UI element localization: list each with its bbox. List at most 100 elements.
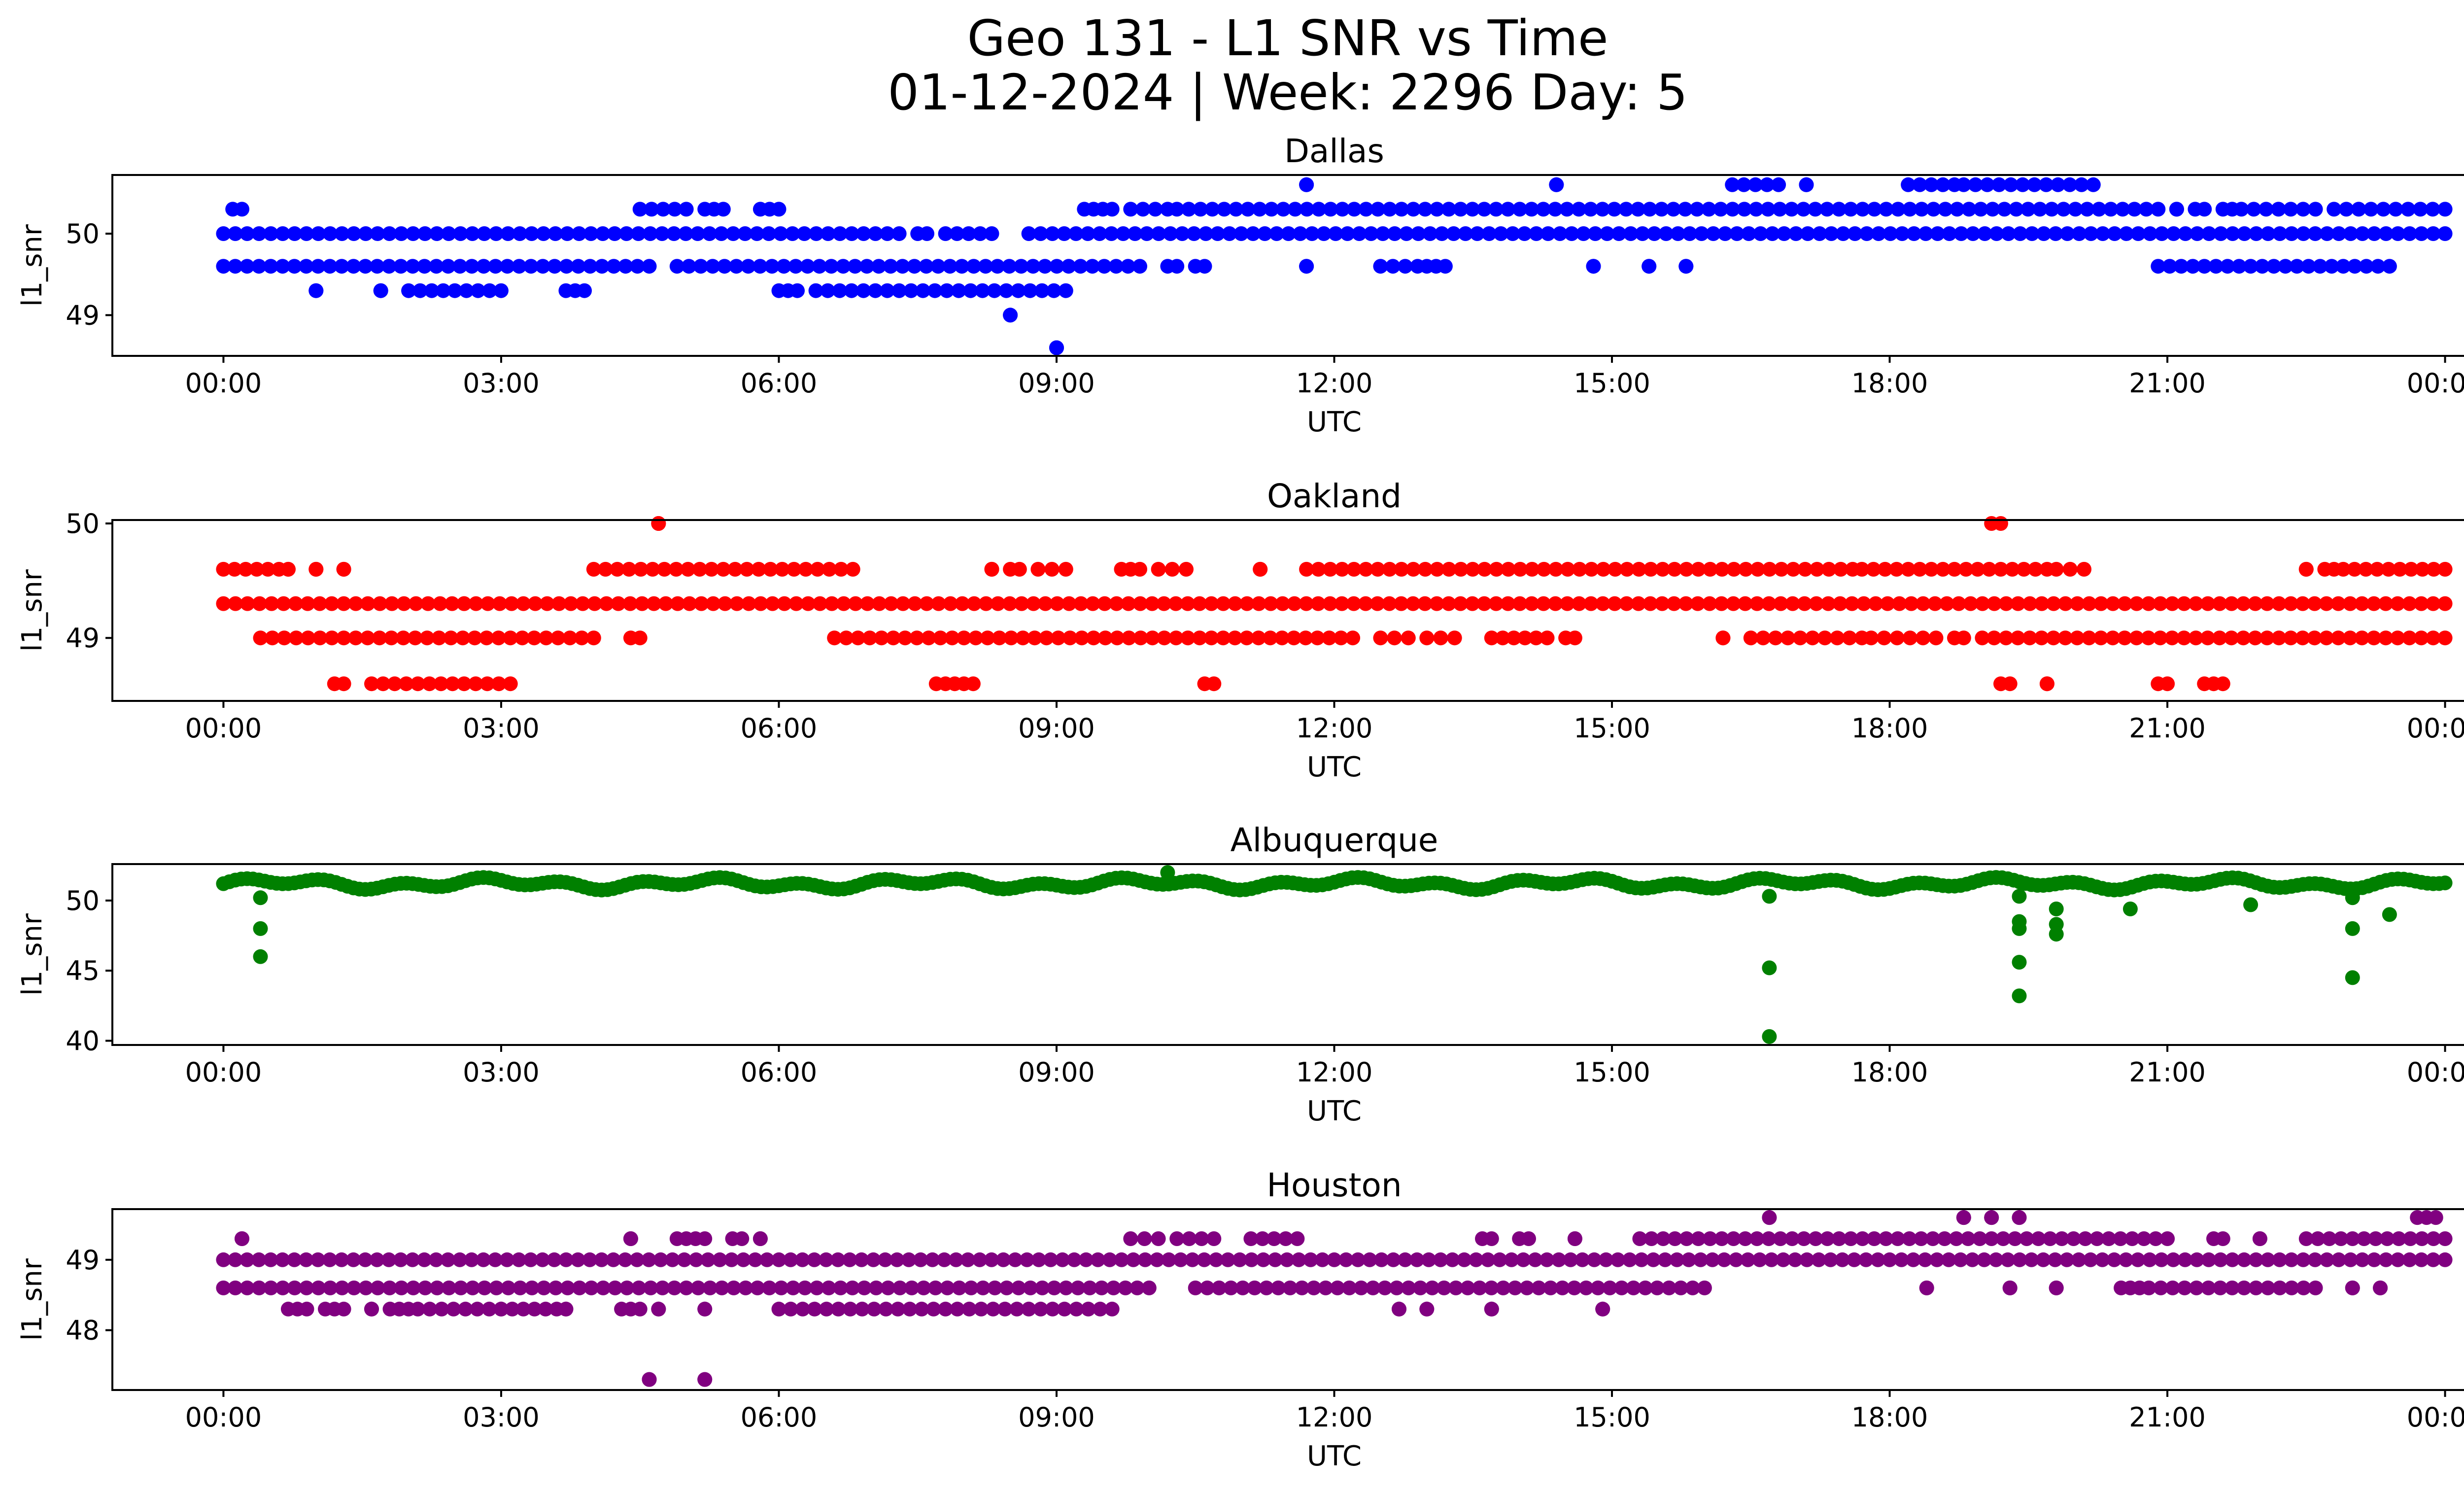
data-point [1975, 596, 1990, 611]
data-point [2009, 202, 2024, 217]
data-point [2213, 1252, 2228, 1267]
data-point [1335, 596, 1349, 611]
data-point [741, 596, 756, 611]
data-point [1484, 1301, 1499, 1317]
data-point [2142, 226, 2157, 241]
data-point [618, 259, 633, 274]
data-point [2101, 1231, 2117, 1246]
data-point [1551, 1252, 1567, 1267]
data-point [2082, 630, 2097, 646]
y-tick-label: 45 [66, 955, 100, 986]
data-point [1098, 630, 1113, 646]
data-point [1904, 596, 1919, 611]
data-point [1081, 1301, 1096, 1317]
data-point [1697, 1280, 1712, 1295]
data-point [516, 1301, 531, 1317]
data-point [2333, 1231, 2349, 1246]
data-point [336, 630, 351, 646]
data-point [1590, 1280, 1606, 1295]
data-point [479, 676, 495, 692]
data-point [396, 630, 411, 646]
data-point [1354, 1280, 1369, 1295]
data-point [2402, 226, 2417, 241]
data-point [1982, 561, 1997, 577]
data-point [1014, 596, 1029, 611]
data-point [1447, 630, 1462, 646]
data-point [1121, 596, 1136, 611]
data-point [429, 1280, 445, 1295]
data-point [1421, 1252, 1437, 1267]
data-point [372, 630, 387, 646]
data-point [1263, 630, 1278, 646]
data-point [1220, 1252, 1235, 1267]
data-point [670, 596, 685, 611]
data-point [1228, 596, 1243, 611]
x-tick-label: 00:00 [2407, 368, 2464, 399]
data-point [679, 1280, 694, 1295]
data-point [1026, 259, 1041, 274]
data-point [968, 630, 983, 646]
data-point [310, 226, 326, 241]
data-point [868, 283, 883, 298]
data-point [263, 1252, 278, 1267]
data-point [1728, 1252, 1744, 1267]
data-point [399, 676, 414, 692]
data-point [1175, 226, 1190, 241]
data-point [1102, 1252, 1117, 1267]
data-point [1961, 202, 1977, 217]
data-point [312, 596, 327, 611]
data-point [2024, 226, 2040, 241]
data-point [1104, 1301, 1120, 1317]
data-point [583, 226, 599, 241]
data-point [1080, 226, 1095, 241]
data-point [228, 1280, 243, 1295]
data-point [336, 596, 351, 611]
data-point [872, 596, 887, 611]
data-point [1843, 1231, 1858, 1246]
data-point [819, 1301, 834, 1317]
data-point [1776, 1252, 1791, 1267]
data-point [764, 259, 780, 274]
data-point [753, 259, 768, 274]
data-point [1488, 596, 1504, 611]
subplot-dallas: 00:00 03:00 06:00 09:00 12:00 15:00 18:00 21:00… [16, 132, 2464, 438]
data-point [1157, 596, 1171, 611]
data-point [2012, 1252, 2027, 1267]
data-point [1093, 1301, 1108, 1317]
data-point [2391, 1231, 2406, 1246]
data-point [1519, 1280, 1535, 1295]
data-point [1743, 630, 1758, 646]
data-point [348, 596, 363, 611]
data-point [2046, 596, 2061, 611]
data-point [1738, 1231, 1753, 1246]
data-point [1251, 630, 1266, 646]
data-point [2048, 1252, 2063, 1267]
data-point [1547, 202, 1563, 217]
data-point [913, 1252, 928, 1267]
data-point [1086, 630, 1101, 646]
data-point [1894, 226, 1910, 241]
data-point [1023, 283, 1038, 298]
data-point [1823, 1252, 1838, 1267]
data-point [856, 283, 871, 298]
data-point [1737, 202, 1752, 217]
data-point [1094, 1280, 1109, 1295]
data-point [2117, 630, 2132, 646]
data-point [1643, 561, 1658, 577]
data-point [1206, 676, 1222, 692]
data-point [1774, 561, 1789, 577]
data-point [2298, 561, 2314, 577]
data-point [1843, 202, 1858, 217]
data-point [1784, 1231, 1800, 1246]
data-point [1890, 1231, 1905, 1246]
data-point [2024, 1252, 2039, 1267]
data-point [842, 1252, 857, 1267]
data-point [2236, 596, 2251, 611]
data-point [1263, 596, 1278, 611]
data-point [1374, 1252, 1389, 1267]
data-point [2059, 1252, 2075, 1267]
data-point [844, 226, 859, 241]
data-point [1540, 1252, 1555, 1267]
data-point [737, 226, 753, 241]
data-point [1667, 596, 1681, 611]
